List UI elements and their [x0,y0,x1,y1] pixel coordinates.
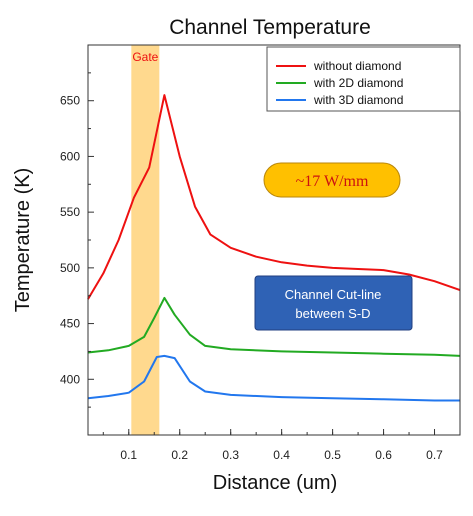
y-tick-label: 550 [60,205,80,219]
gate-label: Gate [132,50,158,64]
cutline-label-line1: Channel Cut-line [285,287,382,302]
x-tick-label: 0.4 [273,448,290,462]
y-tick-label: 600 [60,149,80,163]
series-line-1 [87,296,461,357]
legend-label-2d-diamond: with 2D diamond [313,76,403,90]
y-tick-label: 450 [60,317,80,331]
legend-label-without-diamond: without diamond [313,59,401,73]
power-density-label: ~17 W/mm [296,173,369,190]
y-axis-label: Temperature (K) [12,168,34,313]
y-axis-ticks: 400 450 500 550 600 650 [60,72,94,408]
x-axis-label: Distance (um) [213,472,337,494]
x-tick-label: 0.2 [171,448,188,462]
chart-title: Channel Temperature [169,16,371,39]
series-line-2 [87,354,460,402]
x-tick-label: 0.5 [324,448,341,462]
x-tick-label: 0.6 [375,448,392,462]
series-line-0 [87,94,461,300]
x-tick-label: 0.1 [120,448,137,462]
y-tick-label: 650 [60,94,80,108]
power-badge-shape [263,162,401,198]
y-tick-label: 400 [60,372,80,386]
x-tick-label: 0.3 [222,448,239,462]
x-axis-ticks: 0.1 0.2 0.3 0.4 0.5 0.6 0.7 [102,429,461,462]
cutline-callout: Channel Cut-line between S-D [254,275,413,331]
cutline-label-line2: between S-D [295,306,370,321]
legend: without diamond with 2D diamond with 3D … [266,46,461,112]
power-density-badge: ~17 W/mm [263,162,401,198]
x-tick-label: 0.7 [426,448,443,462]
cutline-box-shape [254,275,413,331]
gate-band-group: Gate [131,45,160,435]
gate-band [131,45,160,435]
legend-label-3d-diamond: with 3D diamond [313,93,403,107]
y-tick-label: 500 [60,261,80,275]
series-lines [87,94,461,402]
